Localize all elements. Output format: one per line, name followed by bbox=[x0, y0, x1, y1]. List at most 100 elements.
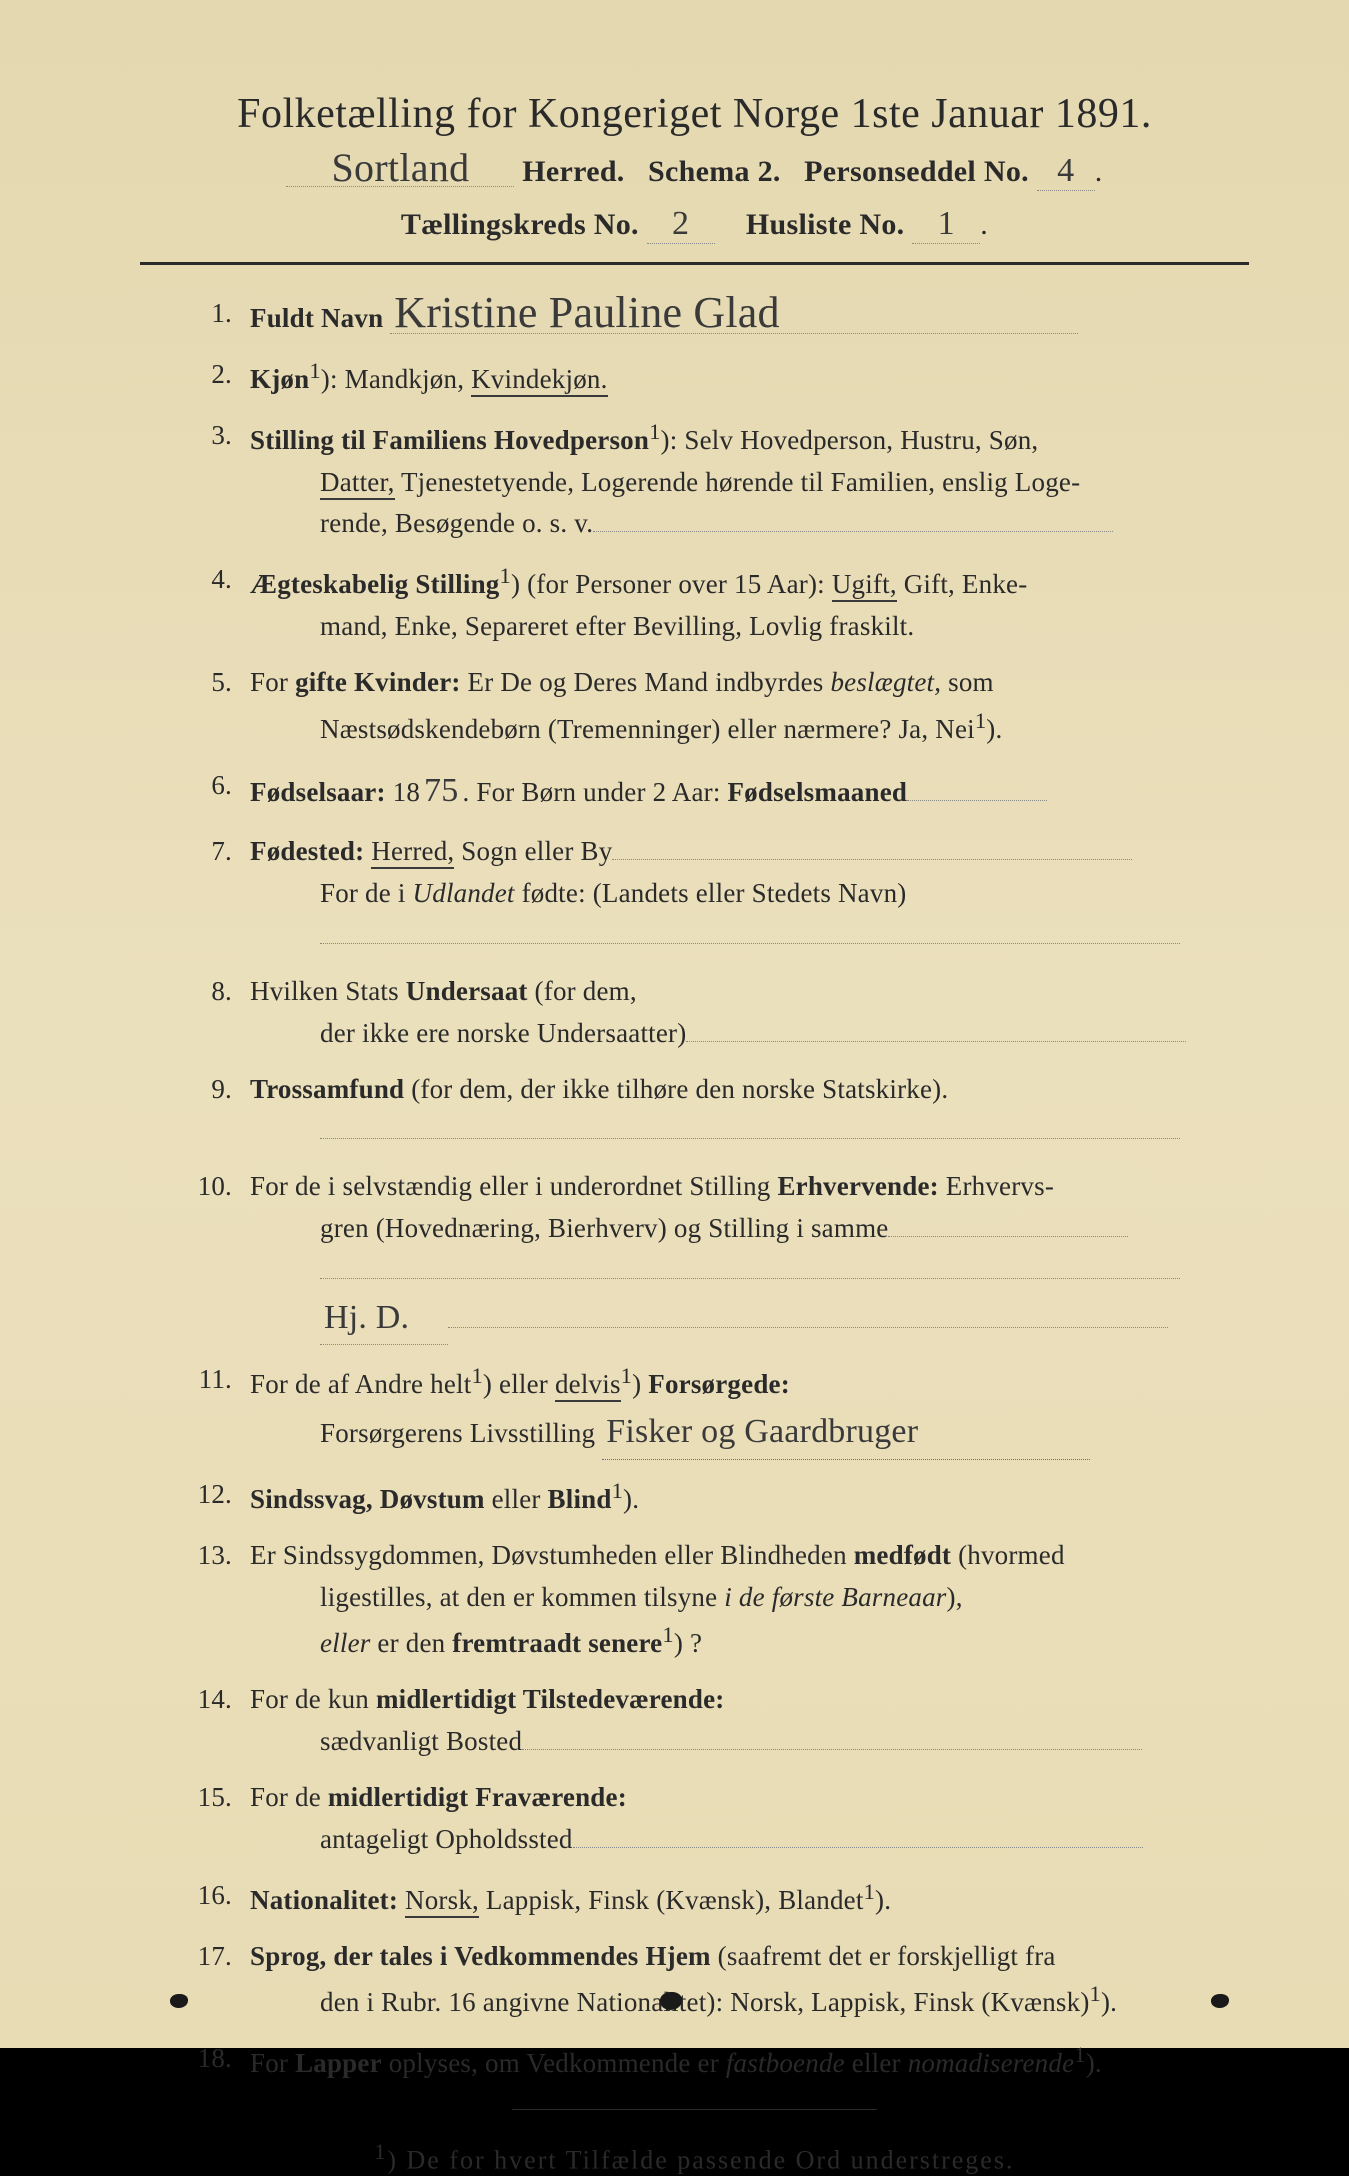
dotted-fill bbox=[907, 800, 1047, 801]
text: Lappisk, Finsk (Kvænsk), Blandet bbox=[479, 1885, 864, 1915]
item-content: Fuldt Navn Kristine Pauline Glad bbox=[250, 293, 1249, 340]
text: Forsørgerens Livsstilling bbox=[320, 1418, 595, 1448]
dotted-fill bbox=[686, 1041, 1186, 1042]
label: Sprog, der tales i Vedkommendes Hjem bbox=[250, 1941, 711, 1971]
underlined: Ugift, bbox=[832, 569, 897, 602]
taellingskreds-no: 2 bbox=[647, 205, 715, 244]
item-6: 6. Fødselsaar: 1875. For Børn under 2 Aa… bbox=[170, 765, 1249, 818]
label: midlertidigt Fraværende: bbox=[328, 1782, 627, 1812]
text: oplyses, om Vedkommende er bbox=[382, 2048, 726, 2078]
label: Lapper bbox=[295, 2048, 382, 2078]
name-handwritten: Kristine Pauline Glad bbox=[390, 293, 1078, 334]
subtitle-2: Tællingskreds No. 2 Husliste No. 1. bbox=[140, 205, 1249, 244]
item-12: 12. Sindssvag, Døvstum eller Blind1). bbox=[170, 1474, 1249, 1521]
text: For bbox=[250, 667, 295, 697]
sup: 1 bbox=[612, 1478, 623, 1503]
dotted-fill bbox=[448, 1327, 1168, 1328]
item-content: For de midlertidigt Fraværende: antageli… bbox=[250, 1777, 1249, 1861]
dotted-fill bbox=[888, 1236, 1128, 1237]
dotted-fill bbox=[612, 859, 1132, 860]
sup: 1 bbox=[975, 708, 986, 733]
sup: 1 bbox=[471, 1363, 482, 1388]
item-num: 5. bbox=[170, 662, 250, 751]
personseddel-no: 4 bbox=[1037, 152, 1095, 191]
item-num: 6. bbox=[170, 765, 250, 818]
underlined: Kvindekjøn. bbox=[471, 364, 607, 397]
item-num: 3. bbox=[170, 415, 250, 546]
husliste-label: Husliste No. bbox=[746, 208, 905, 241]
item-num: 12. bbox=[170, 1474, 250, 1521]
item-content: For Lapper oplyses, om Vedkommende er fa… bbox=[250, 2038, 1249, 2085]
herred-label: Herred. bbox=[522, 155, 624, 188]
text: er den bbox=[370, 1628, 452, 1658]
handwritten: Fisker og Gaardbruger bbox=[602, 1406, 1090, 1460]
text: ). bbox=[875, 1885, 891, 1915]
underlined: Norsk, bbox=[405, 1885, 479, 1918]
sup: 1 bbox=[375, 2140, 388, 2164]
label: Fødested: bbox=[250, 836, 364, 866]
text: Er Sindssygdommen, Døvstumheden eller Bl… bbox=[250, 1540, 854, 1570]
text: Næstsødskendebørn (Tremenninger) eller n… bbox=[320, 714, 975, 744]
handwritten: Hj. D. bbox=[320, 1292, 448, 1346]
footnote: 1) De for hvert Tilfælde passende Ord un… bbox=[140, 2140, 1249, 2176]
label: midlertidigt Tilstedeværende: bbox=[376, 1684, 725, 1714]
label: Erhvervende: bbox=[777, 1171, 938, 1201]
text: For de kun bbox=[250, 1684, 376, 1714]
text: ): Selv Hovedperson, Hustru, Søn, bbox=[661, 425, 1039, 455]
item-num: 17. bbox=[170, 1936, 250, 2025]
item-13: 13. Er Sindssygdommen, Døvstumheden elle… bbox=[170, 1535, 1249, 1666]
item-content: Fødselsaar: 1875. For Børn under 2 Aar: … bbox=[250, 765, 1249, 818]
label: fremtraadt senere bbox=[452, 1628, 662, 1658]
subtitle-1: Sortland Herred. Schema 2. Personseddel … bbox=[140, 150, 1249, 191]
text: ). bbox=[1086, 2048, 1102, 2078]
footnote-text: ) De for hvert Tilfælde passende Ord und… bbox=[387, 2146, 1014, 2175]
item-content: Fødested: Herred, Sogn eller By For de i… bbox=[250, 831, 1249, 957]
text: For de i selvstændig eller i underordnet… bbox=[250, 1171, 777, 1201]
text: Erhvervs- bbox=[939, 1171, 1054, 1201]
item-content: For de af Andre helt1) eller delvis1) Fo… bbox=[250, 1359, 1249, 1460]
text: Sogn eller By bbox=[454, 836, 612, 866]
text: fødte: (Landets eller Stedets Navn) bbox=[515, 878, 907, 908]
text: (for dem, der ikke tilhøre den norske St… bbox=[404, 1074, 948, 1104]
text: ), bbox=[947, 1582, 963, 1612]
label: Nationalitet: bbox=[250, 1885, 398, 1915]
text: ) ? bbox=[674, 1628, 702, 1658]
item-18: 18. For Lapper oplyses, om Vedkommende e… bbox=[170, 2038, 1249, 2085]
item-5: 5. For gifte Kvinder: Er De og Deres Man… bbox=[170, 662, 1249, 751]
text: Hvilken Stats bbox=[250, 976, 406, 1006]
text: ) bbox=[632, 1369, 648, 1399]
item-content: Sindssvag, Døvstum eller Blind1). bbox=[250, 1474, 1249, 1521]
taellingskreds-label: Tællingskreds No. bbox=[401, 208, 639, 241]
item-content: Er Sindssygdommen, Døvstumheden eller Bl… bbox=[250, 1535, 1249, 1666]
item-content: For de i selvstændig eller i underordnet… bbox=[250, 1166, 1249, 1345]
item-content: Stilling til Familiens Hovedperson1): Se… bbox=[250, 415, 1249, 546]
text: som bbox=[941, 667, 994, 697]
item-10: 10. For de i selvstændig eller i underor… bbox=[170, 1166, 1249, 1345]
item-num: 11. bbox=[170, 1359, 250, 1460]
item-8: 8. Hvilken Stats Undersaat (for dem, der… bbox=[170, 971, 1249, 1055]
text: ). bbox=[623, 1484, 639, 1514]
personseddel-label: Personseddel No. bbox=[804, 155, 1029, 188]
italic: eller bbox=[320, 1628, 370, 1658]
item-7: 7. Fødested: Herred, Sogn eller By For d… bbox=[170, 831, 1249, 957]
text: For bbox=[250, 2048, 295, 2078]
item-content: For gifte Kvinder: Er De og Deres Mand i… bbox=[250, 662, 1249, 751]
sup: 1 bbox=[309, 358, 320, 383]
text: (for dem, bbox=[528, 976, 637, 1006]
dotted-fill bbox=[320, 1138, 1180, 1139]
text: For de af Andre helt bbox=[250, 1369, 471, 1399]
dotted-fill bbox=[320, 943, 1180, 944]
text: . For Børn under 2 Aar: bbox=[462, 777, 727, 807]
item-11: 11. For de af Andre helt1) eller delvis1… bbox=[170, 1359, 1249, 1460]
label: Undersaat bbox=[406, 976, 528, 1006]
dotted-fill bbox=[573, 1847, 1143, 1848]
item-num: 9. bbox=[170, 1069, 250, 1153]
item-num: 18. bbox=[170, 2038, 250, 2085]
item-num: 14. bbox=[170, 1679, 250, 1763]
sup: 1 bbox=[499, 563, 510, 588]
text: ) (for Personer over 15 Aar): bbox=[511, 569, 832, 599]
text: rende, Besøgende o. s. v. bbox=[320, 508, 593, 538]
italic: i de første Barneaar bbox=[724, 1582, 946, 1612]
item-num: 7. bbox=[170, 831, 250, 957]
sup: 1 bbox=[864, 1879, 875, 1904]
